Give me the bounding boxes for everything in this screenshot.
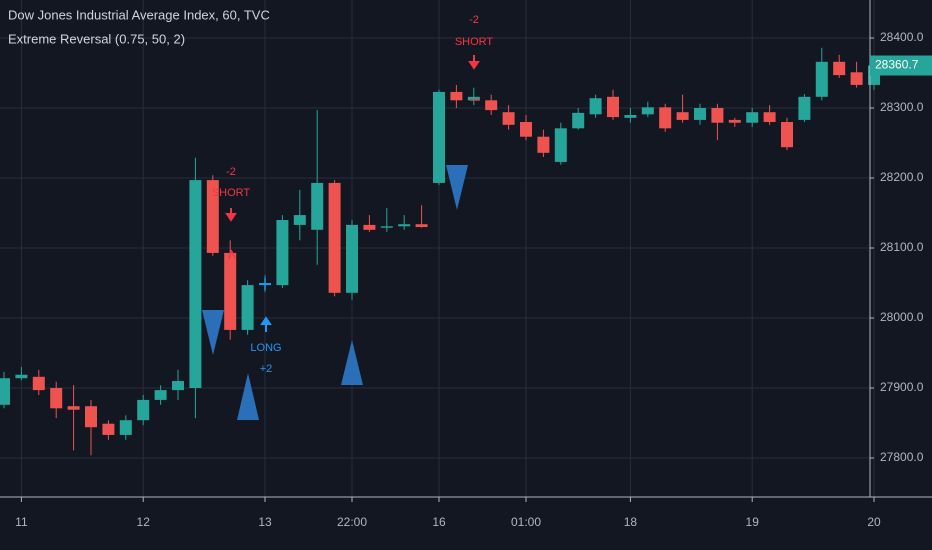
- candle-body: [833, 61, 846, 76]
- candle-body: [572, 112, 585, 129]
- short-arrow: [468, 55, 480, 70]
- last-price-box: [870, 55, 932, 76]
- candle-body: [589, 98, 602, 115]
- x-tick-label: 11: [15, 515, 28, 529]
- candle-body: [154, 390, 167, 400]
- candle-body: [641, 107, 654, 115]
- candle-body: [659, 107, 672, 129]
- indicator-shapes: [202, 55, 480, 420]
- long-arrow: [260, 316, 272, 332]
- long-marker: [259, 278, 271, 290]
- last-price-label: 28360.7: [875, 58, 919, 72]
- y-tick-label: 28300.0: [880, 100, 924, 114]
- candle-body: [398, 224, 411, 227]
- candle-body: [520, 122, 532, 137]
- candle-body: [311, 182, 324, 230]
- candle-body: [0, 378, 10, 405]
- candle-body: [467, 96, 480, 101]
- candle-body: [328, 182, 341, 293]
- candle-body: [433, 91, 445, 183]
- candle-body: [694, 108, 706, 120]
- x-tick-label: 13: [258, 515, 272, 529]
- candle-body: [224, 252, 237, 330]
- candle-body: [293, 215, 306, 225]
- candle-body: [711, 108, 724, 123]
- signal-label: LONG: [250, 342, 281, 354]
- candle-body: [85, 406, 97, 428]
- down-triangle: [446, 165, 468, 210]
- candle-body: [380, 226, 393, 228]
- candle-body: [485, 100, 498, 111]
- down-triangle: [202, 310, 224, 355]
- candle-body: [554, 128, 567, 162]
- candle-body: [850, 72, 863, 85]
- candle-body: [728, 119, 741, 123]
- up-triangle: [237, 373, 259, 420]
- chart-title: Dow Jones Industrial Average Index, 60, …: [8, 7, 270, 22]
- y-tick-label: 28100.0: [880, 240, 924, 254]
- candle-body: [102, 423, 115, 435]
- signal-amount: -2: [226, 166, 236, 178]
- y-tick-label: 27900.0: [880, 380, 924, 394]
- candle-body: [172, 381, 184, 391]
- x-tick-label: 01:00: [511, 515, 541, 529]
- candle-body: [763, 112, 776, 123]
- candle-body: [746, 112, 759, 123]
- axes: 27800.0 27900.0 28000.0 28100.0 28200.0 28300…: [15, 30, 932, 529]
- y-tick-label: 27800.0: [880, 450, 924, 464]
- x-tick-label: 16: [432, 515, 446, 529]
- candle-body: [206, 180, 219, 253]
- candle-body: [32, 376, 45, 391]
- candle-body: [15, 374, 28, 379]
- candle-body: [624, 115, 637, 118]
- candle-body: [137, 399, 150, 421]
- candle-body: [815, 61, 828, 97]
- x-tick-label: 18: [624, 515, 638, 529]
- candle-body: [537, 136, 550, 153]
- candle-body: [241, 285, 254, 330]
- y-tick-label: 28200.0: [880, 170, 924, 184]
- candle-body: [189, 180, 202, 389]
- x-tick-label: 12: [137, 515, 151, 529]
- candle-body: [415, 224, 428, 228]
- y-tick-label: 28000.0: [880, 310, 924, 324]
- x-tick-label: 22:00: [337, 515, 367, 529]
- candle-body: [50, 388, 63, 409]
- candle-body: [607, 96, 619, 118]
- candle-body: [119, 420, 132, 435]
- x-tick-label: 19: [746, 515, 760, 529]
- candle-body: [276, 220, 289, 286]
- candle-body: [346, 224, 358, 293]
- short-arrow: [225, 208, 237, 222]
- candle-body: [502, 112, 515, 125]
- signal-amount: -2: [469, 14, 479, 26]
- signal-label: SHORT: [212, 187, 251, 199]
- candle-body: [67, 406, 80, 410]
- short-marker: [228, 249, 236, 260]
- signal-amount: +2: [260, 363, 273, 375]
- x-tick-label: 20: [867, 515, 881, 529]
- candle-body: [781, 122, 793, 148]
- signal-label: SHORT: [455, 36, 494, 48]
- candle-body: [676, 112, 689, 120]
- up-triangle: [341, 340, 363, 385]
- candle-body: [798, 96, 811, 120]
- candle-body: [450, 91, 463, 101]
- indicator-name: Extreme Reversal (0.75, 50, 2): [8, 31, 185, 46]
- candle-body: [363, 224, 376, 230]
- y-tick-label: 28400.0: [880, 30, 924, 44]
